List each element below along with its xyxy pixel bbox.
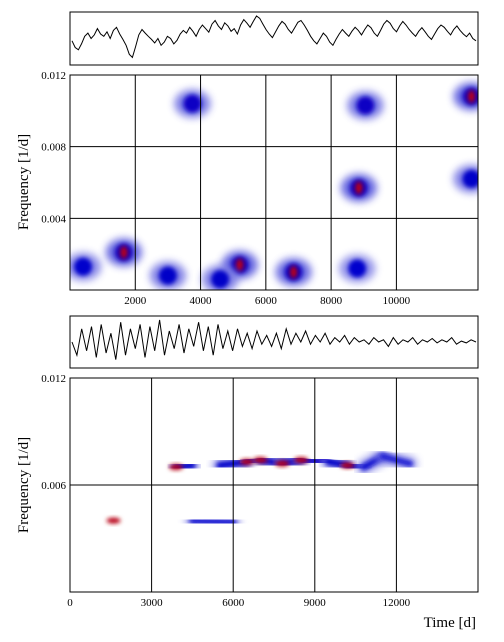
top-heatmap-xtick-label: 8000 [320,295,343,307]
bottom-lightcurve-panel [69,315,479,369]
bottom-heatmap-xtick-label: 9000 [304,597,327,609]
top-heatmap-ylabel: Frequency [1/d] [16,134,32,230]
top-heatmap-blob [462,169,478,188]
top-heatmap-ytick-label: 0.012 [41,70,66,82]
bottom-heatmap-frame [69,377,479,593]
bottom-heatmap-xlabel: Time [d] [424,615,476,631]
top-heatmap-blob [348,259,367,278]
bottom-heatmap-panel: 0 3000 6000 9000 12000 0.006 0.012 Frequency [… [16,373,479,631]
bottom-heatmap-ytick-label: 0.012 [41,373,66,385]
bottom-heatmap-peak [294,457,309,464]
bottom-heatmap-peak [340,462,355,469]
bottom-heatmap-peak [239,458,254,465]
bottom-heatmap-peak [275,460,290,467]
top-heatmap-blob [211,270,230,289]
bottom-heatmap-peak [169,464,184,471]
bottom-lightcurve-line [71,319,477,360]
bottom-heatmap-ylabel: Frequency [1/d] [16,437,32,533]
top-heatmap-peak [236,258,244,271]
top-heatmap-xtick-label: 2000 [124,295,147,307]
top-heatmap-ytick-label: 0.004 [41,213,66,225]
top-heatmap-ytick-label: 0.008 [41,142,66,154]
top-heatmap-xtick-label: 6000 [255,295,278,307]
bottom-heatmap-xtick-label: 12000 [383,597,411,609]
top-heatmap-peak [120,246,128,259]
top-heatmap-panel: 2000 4000 6000 8000 10000 0.004 0.008 0.012 Fre… [16,70,479,307]
top-heatmap-blob [356,96,375,115]
top-heatmap-blob [158,266,177,285]
bottom-heatmap-xtick-label: 0 [67,597,73,609]
top-heatmap-peak [290,266,298,279]
top-heatmap-blob [74,257,93,276]
top-heatmap-frame [69,74,479,291]
top-lightcurve-line [71,15,477,59]
top-lightcurve-frame [69,11,479,66]
top-heatmap-xtick-label: 4000 [190,295,213,307]
bottom-heatmap-ytick-label: 0.006 [41,480,66,492]
bottom-lightcurve-frame [69,315,479,369]
top-heatmap-peak [355,181,363,194]
bottom-heatmap-xtick-label: 6000 [222,597,245,609]
top-lightcurve-panel [69,11,479,66]
top-heatmap-peak [467,90,475,103]
bottom-heatmap-xtick-label: 3000 [141,597,164,609]
top-heatmap-xtick-label: 10000 [383,295,411,307]
top-heatmap-blob [183,94,202,113]
bottom-heatmap-peak [106,517,121,524]
bottom-heatmap-peak [253,457,268,464]
